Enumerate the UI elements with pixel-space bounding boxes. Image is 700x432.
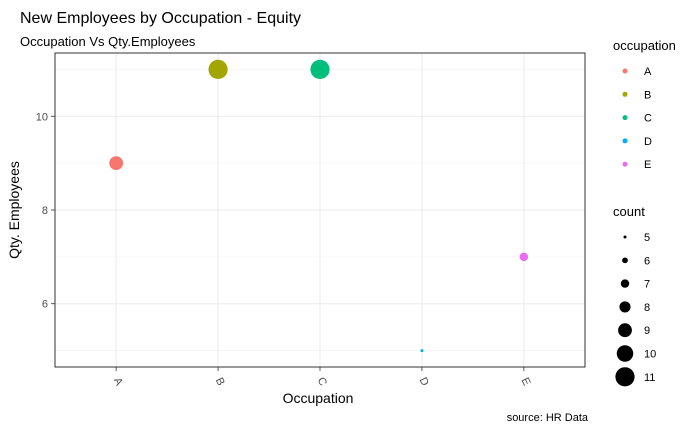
- data-point-d: [420, 349, 424, 353]
- size-key-5: [623, 235, 627, 239]
- size-label-10: 10: [644, 349, 656, 361]
- y-tick-label: 10: [36, 111, 48, 123]
- legend-key-e: [622, 161, 628, 167]
- y-axis-title: Qty. Employees: [6, 161, 22, 259]
- plot-border: [54, 52, 586, 368]
- size-key-7: [620, 279, 630, 288]
- size-legend: 5 6 7 8 9 10 11: [615, 232, 656, 387]
- data-point-e: [519, 252, 529, 262]
- x-axis-title: Occupation: [283, 390, 354, 406]
- legend-label-e: E: [644, 159, 651, 171]
- size-key-9: [618, 323, 632, 338]
- color-legend-title: occupation: [613, 38, 676, 53]
- legend-key-a: [622, 68, 628, 74]
- size-label-8: 8: [644, 302, 650, 314]
- x-tick-label: B: [213, 376, 227, 388]
- data-point-b: [208, 59, 228, 80]
- legend-key-d: [622, 138, 628, 144]
- size-label-5: 5: [644, 232, 650, 244]
- size-key-10: [616, 345, 634, 362]
- legend-label-d: D: [644, 136, 652, 148]
- legend-label-b: B: [644, 89, 651, 101]
- size-label-9: 9: [644, 325, 650, 337]
- legend-label-c: C: [644, 113, 652, 125]
- plot-area: 6 8 10 A B C D E: [36, 52, 586, 388]
- size-label-6: 6: [644, 255, 650, 267]
- legend-key-c: [622, 115, 628, 121]
- x-tick-label: E: [519, 376, 533, 388]
- size-key-11: [615, 367, 635, 387]
- data-point-c: [310, 59, 330, 80]
- size-key-6: [622, 257, 628, 264]
- size-label-11: 11: [644, 372, 655, 384]
- x-tick-label: C: [315, 376, 329, 388]
- x-tick-label: A: [111, 376, 125, 388]
- data-point-a: [109, 156, 124, 171]
- y-tick-label: 8: [42, 205, 48, 217]
- chart-caption: source: HR Data: [507, 412, 589, 424]
- x-tick-label: D: [417, 376, 431, 388]
- legend-key-b: [622, 91, 628, 97]
- chart-title: New Employees by Occupation - Equity: [20, 10, 301, 27]
- size-label-7: 7: [644, 279, 650, 291]
- size-key-8: [619, 301, 631, 313]
- chart-subtitle: Occupation Vs Qty.Employees: [20, 34, 196, 49]
- size-legend-title: count: [613, 204, 645, 219]
- y-tick-label: 6: [42, 299, 48, 311]
- legend-label-a: A: [644, 66, 652, 78]
